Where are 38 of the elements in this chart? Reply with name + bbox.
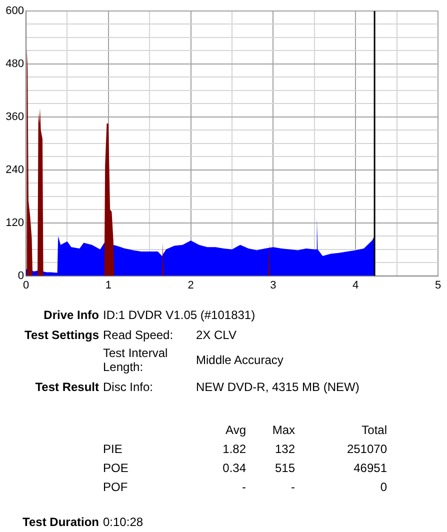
text: Test Interval Length: — [103, 346, 169, 374]
x-tick-label: 2 — [188, 279, 194, 292]
x-tick-label: 5 — [434, 279, 442, 292]
text: Total — [362, 423, 387, 437]
text: Test Duration — [22, 515, 99, 529]
text: Middle Accuracy — [196, 353, 284, 367]
text: 0.34 — [222, 461, 246, 475]
x-tick-label: 4 — [352, 279, 359, 292]
x-tick-label: 1 — [105, 279, 112, 292]
text: 0 — [380, 480, 387, 494]
text: 515 — [274, 461, 295, 475]
text: - — [291, 480, 295, 494]
y-tick-label: 360 — [6, 110, 24, 123]
text: POE — [103, 461, 128, 475]
text: Disc Info: — [103, 380, 154, 394]
text: 1.82 — [222, 442, 246, 456]
text: Read Speed: — [103, 328, 174, 342]
x-tick-label: 3 — [270, 279, 276, 292]
text: ID:1 DVDR V1.05 (#101831) — [103, 308, 256, 322]
y-tick-label: 120 — [6, 216, 24, 229]
y-tick-label: 600 — [6, 5, 24, 18]
text: Avg — [226, 423, 246, 437]
text: NEW DVD-R, 4315 MB (NEW) — [196, 380, 360, 394]
text: POF — [103, 480, 128, 494]
text: 2X CLV — [196, 328, 236, 342]
text: Test Result — [35, 380, 99, 394]
text: 0:10:28 — [103, 515, 144, 529]
text: 251070 — [346, 442, 387, 456]
text: PIE — [103, 442, 122, 456]
text: Drive Info — [44, 308, 99, 322]
y-tick-label: 0 — [18, 270, 24, 282]
y-tick-label: 480 — [6, 58, 24, 70]
text: 46951 — [354, 461, 387, 475]
y-tick-label: 240 — [6, 164, 24, 176]
text: - — [242, 480, 246, 494]
text: Max — [272, 423, 295, 437]
text: 132 — [274, 442, 295, 456]
text: Test Settings — [24, 328, 99, 342]
